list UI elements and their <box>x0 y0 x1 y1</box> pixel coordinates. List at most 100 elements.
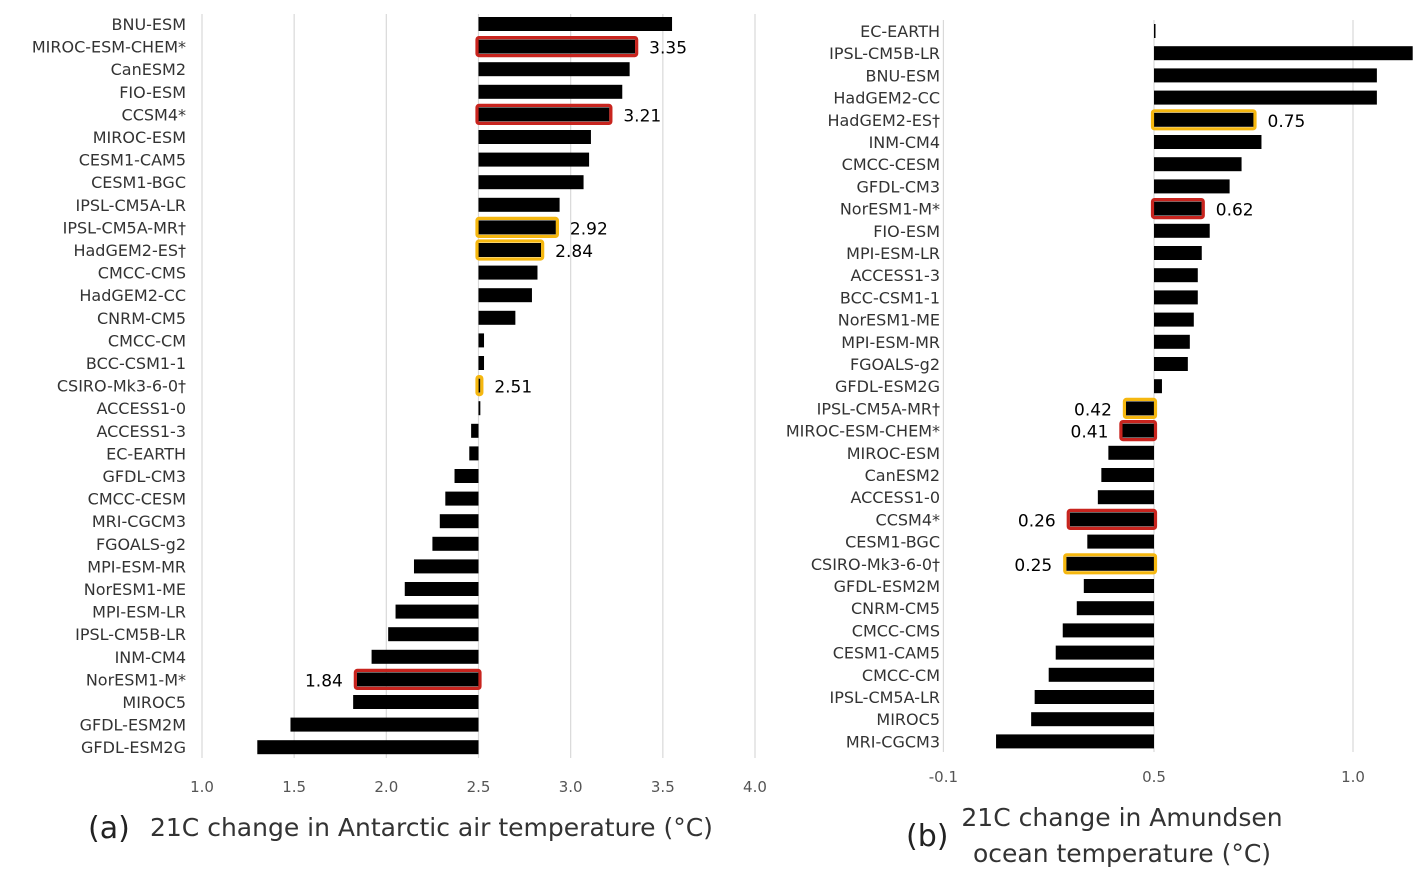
panel-a-data-label: 3.21 <box>623 106 661 126</box>
panel-a-data-label: 2.84 <box>555 242 593 262</box>
panel-a-bar <box>478 243 542 257</box>
panel-a-bar <box>388 627 479 642</box>
panel-b-bar <box>1154 179 1230 194</box>
panel-b-model-label: NorESM1-ME <box>838 311 940 330</box>
panel-a-model-label: NorESM1-ME <box>84 580 186 599</box>
panel-b-bar <box>1154 290 1198 305</box>
panel-b-bar <box>1154 90 1377 105</box>
panel-a-model-label: INM-CM4 <box>115 648 186 667</box>
panel-b-bar <box>1034 690 1154 704</box>
panel-b-model-label: ACCESS1-3 <box>850 266 940 285</box>
panel-a-model-label: MIROC-ESM <box>93 128 186 147</box>
panel-b-bar <box>1048 667 1154 682</box>
panel-a-bar <box>478 288 532 303</box>
panel-b-data-label: 0.41 <box>1071 423 1109 443</box>
panel-b-model-label: MIROC-ESM-CHEM* <box>786 422 940 441</box>
panel-a-data-label: 2.92 <box>570 219 608 239</box>
panel-b-data-label: 0.75 <box>1268 112 1306 132</box>
panel-a-bar <box>454 469 479 483</box>
panel-a-model-label: NorESM1-M* <box>86 670 186 689</box>
panel-b-model-label: MIROC-ESM <box>847 444 940 463</box>
panel-a-bar <box>353 695 479 709</box>
panel-a-bar <box>478 310 516 325</box>
panel-b-bar <box>1097 490 1154 505</box>
panel-b-bar <box>1087 534 1154 549</box>
panel-a-model-label: HadGEM2-CC <box>79 286 186 305</box>
panel-b-model-label: MRI-CGCM3 <box>846 732 940 751</box>
panel-a-bar-highlight <box>475 216 560 238</box>
panel-a-x-tick-label: 2.0 <box>374 778 398 796</box>
panel-b-bar-highlight <box>1063 553 1158 575</box>
panel-a-letter: (a) <box>88 811 130 846</box>
panel-b-model-label: CanESM2 <box>865 466 940 485</box>
panel-a-bar <box>469 446 479 461</box>
panel-b-model-label: EC-EARTH <box>860 22 940 41</box>
panel-a-model-label: ACCESS1-3 <box>96 422 186 441</box>
panel-b-model-label: INM-CM4 <box>869 133 940 152</box>
panel-a-model-label: CESM1-CAM5 <box>79 151 186 170</box>
panel-a-model-label: IPSL-CM5A-LR <box>76 196 186 215</box>
panel-a-bar <box>413 559 479 574</box>
panel-b-bar <box>1154 334 1190 349</box>
panel-b-bar <box>996 734 1154 749</box>
panel-b-bar <box>1154 24 1156 38</box>
panel-a-model-label: BCC-CSM1-1 <box>86 354 186 373</box>
panel-a-x-tick-label: 3.5 <box>651 778 675 796</box>
panel-b-model-label: CESM1-BGC <box>845 533 940 552</box>
panel-a-model-label: FIO-ESM <box>119 83 186 102</box>
panel-a-model-label: CMCC-CESM <box>88 490 186 509</box>
panel-a-model-label: GFDL-CM3 <box>103 467 186 486</box>
panel-a-bar <box>432 536 479 551</box>
panel-a-model-label: MIROC5 <box>122 693 186 712</box>
panel-a-bar <box>478 130 591 144</box>
panel-b-model-label: ACCESS1-0 <box>850 488 940 507</box>
panel-b-model-label: CMCC-CM <box>862 666 940 685</box>
panel-a-model-label: FGOALS-g2 <box>96 535 186 554</box>
panel-a-bar <box>478 107 610 122</box>
panel-b-bar <box>1154 312 1194 327</box>
panel-b-bar <box>1108 445 1154 460</box>
panel-a-bar <box>478 265 538 280</box>
panel-b-bar <box>1154 268 1198 283</box>
panel-b-model-label: CSIRO-Mk3-6-0† <box>811 555 940 574</box>
panel-a-chart: 1.0 1.5 2.0 2.5 3.0 3.5 4.0 BNU-ESM MIROC-ESM-CH… <box>32 14 767 796</box>
panel-a-bar <box>478 175 584 190</box>
panel-a-bar-highlight <box>475 35 639 58</box>
panel-a-model-label: EC-EARTH <box>106 444 186 463</box>
panel-a-model-label: HadGEM2-ES† <box>73 241 186 260</box>
panel-b-model-label: GFDL-ESM2M <box>834 577 940 596</box>
panel-b-bar <box>1066 556 1154 571</box>
panel-b-bar <box>1083 579 1154 593</box>
panel-b-bar <box>1101 468 1154 482</box>
panel-a-bar <box>478 62 630 77</box>
panel-b-model-label: IPSL-CM5A-LR <box>830 688 940 707</box>
panel-a-x-tick-label: 3.0 <box>559 778 583 796</box>
panel-a-bar <box>478 220 556 235</box>
panel-b-bar <box>1125 401 1154 416</box>
panel-a-model-label: MRI-CGCM3 <box>92 512 186 531</box>
panel-b-bar-highlight <box>1150 198 1205 220</box>
panel-b-data-label: 0.25 <box>1014 556 1052 576</box>
panel-a-bar <box>404 582 479 596</box>
panel-a-model-label: CNRM-CM5 <box>97 309 186 328</box>
panel-a-model-label: CMCC-CMS <box>98 264 186 283</box>
panel-a-model-label: MIROC-ESM-CHEM* <box>32 38 186 57</box>
panel-b-model-label: CMCC-CESM <box>842 155 940 174</box>
panel-a-model-label: GFDL-ESM2M <box>80 716 186 735</box>
panel-b-model-label: IPSL-CM5B-LR <box>829 44 940 63</box>
panel-a-model-label: CMCC-CM <box>108 331 186 350</box>
panel-b-model-label: GFDL-ESM2G <box>835 377 940 396</box>
panel-b-data-label: 0.62 <box>1216 201 1254 221</box>
panel-b-bar <box>1154 201 1202 216</box>
panel-a-model-label: MPI-ESM-LR <box>92 603 186 622</box>
panel-a-model-label: CESM1-BGC <box>91 173 186 192</box>
panel-b-bar-highlight <box>1066 508 1158 530</box>
panel-a-x-tick-label: 2.5 <box>467 778 491 796</box>
panel-b-letter: (b) <box>906 819 948 854</box>
panel-b-model-label: MIROC5 <box>876 710 940 729</box>
panel-b-chart: -0.1 0.5 1.0 EC-EARTH IPSL-CM5B-LR BNU-ESM Had… <box>786 20 1413 786</box>
panel-b-model-label: FIO-ESM <box>873 222 940 241</box>
panel-b-model-label: FGOALS-g2 <box>850 355 940 374</box>
panel-b-bar <box>1154 379 1162 394</box>
panel-a-bar <box>478 333 485 348</box>
